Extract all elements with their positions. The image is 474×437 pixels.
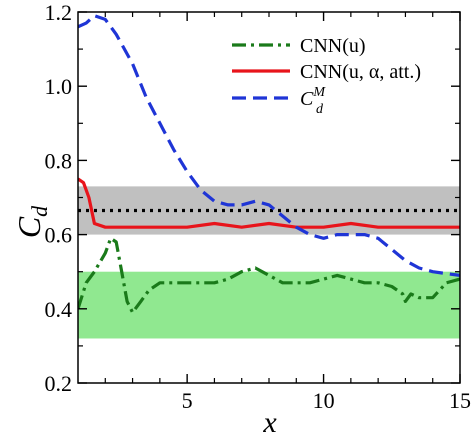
ticks-layer: 0.2 0.4 0.6 0.8 1.0 1.2 5 10 15	[45, 0, 472, 413]
y-axis-title: Cd	[11, 205, 52, 238]
band-1	[78, 271, 460, 339]
x-tick-label: 15	[449, 388, 471, 413]
legend-label-1: CNN(u, α, att.)	[300, 61, 421, 83]
x-axis-title: x	[262, 406, 277, 437]
legend-label-2: CM d	[300, 85, 326, 117]
y-tick-label: 1.2	[45, 0, 73, 25]
legend-label-0: CNN(u)	[300, 35, 366, 57]
x-tick-label: 5	[182, 388, 193, 413]
y-tick-label: 1.0	[45, 74, 73, 99]
series-layer	[78, 14, 460, 315]
y-axis-title-sub: d	[27, 205, 52, 217]
y-tick-label: 0.6	[45, 223, 73, 248]
y-tick-label: 0.4	[45, 297, 73, 322]
y-tick-label: 0.8	[45, 148, 73, 173]
y-axis-title-main: C	[11, 216, 47, 238]
series-line-1	[78, 177, 460, 229]
series-line-0	[78, 236, 460, 315]
legend: CNN(u) CNN(u, α, att.)CM d	[232, 35, 421, 117]
series-line-2	[78, 14, 460, 277]
x-tick-label: 10	[313, 388, 335, 413]
y-tick-label: 0.2	[45, 371, 73, 396]
bands-layer	[78, 186, 460, 339]
